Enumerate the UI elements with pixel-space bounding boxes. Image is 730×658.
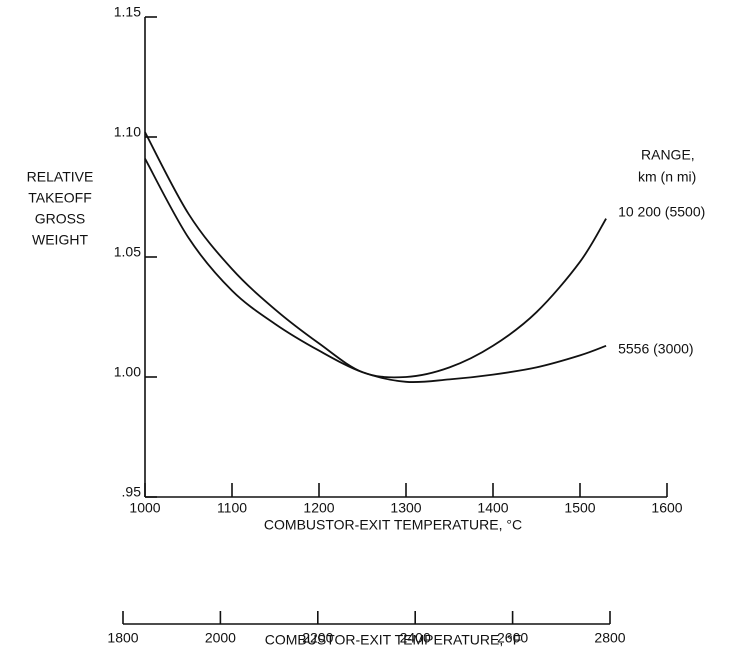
- x-tick-label: 1400: [477, 500, 508, 516]
- data-line: [144, 158, 607, 383]
- x-tick-label: 1200: [303, 500, 334, 516]
- y-tick-label: 1.05: [114, 244, 141, 260]
- x2-tick-label: 2000: [205, 630, 236, 646]
- y-tick-label: 1.00: [114, 364, 141, 380]
- data-line: [144, 131, 607, 379]
- legend-title: km (n mi): [638, 169, 696, 185]
- y-tick-label: 1.10: [114, 124, 141, 140]
- y-axis-label: WEIGHT: [32, 232, 88, 248]
- x-axis-label: COMBUSTOR-EXIT TEMPERATURE, °C: [264, 517, 522, 533]
- x-tick-label: 1300: [390, 500, 421, 516]
- x2-tick-label: 2400: [400, 630, 431, 646]
- x-tick-label: 1100: [217, 500, 247, 516]
- x-tick-label: 1500: [564, 500, 595, 516]
- y-tick-label: 1.15: [114, 4, 141, 20]
- y-axis-label: TAKEOFF: [28, 190, 92, 206]
- y-axis-label: RELATIVE: [27, 169, 94, 185]
- x-tick-label: 1600: [651, 500, 682, 516]
- x2-tick-label: 2800: [594, 630, 625, 646]
- x-tick-label: 1000: [129, 500, 160, 516]
- y-axis-label: GROSS: [35, 211, 86, 227]
- series-label: 5556 (3000): [618, 341, 694, 357]
- x2-tick-label: 1800: [107, 630, 138, 646]
- x2-tick-label: 2600: [497, 630, 528, 646]
- y-tick-label: .95: [122, 484, 142, 500]
- x2-axis-label: COMBUSTOR-EXIT TEMPERATURE, °F: [265, 632, 522, 648]
- legend-title: RANGE,: [641, 147, 695, 163]
- x2-tick-label: 2200: [302, 630, 333, 646]
- series-label: 10 200 (5500): [618, 203, 705, 219]
